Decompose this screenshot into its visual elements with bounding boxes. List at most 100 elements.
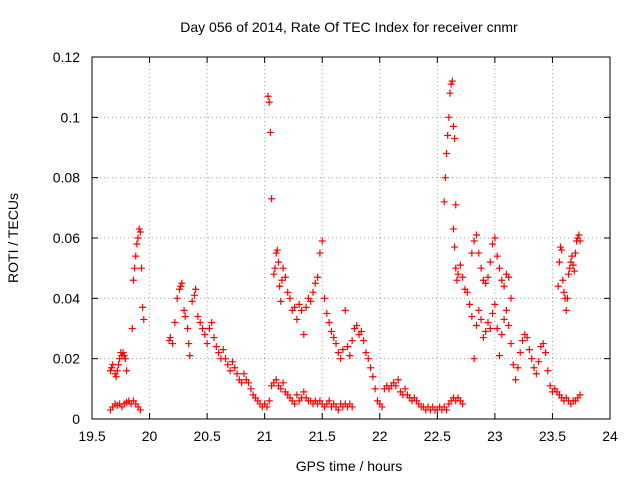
data-point-marker bbox=[348, 403, 356, 411]
data-point-marker bbox=[440, 198, 448, 206]
data-point-marker bbox=[114, 361, 122, 369]
data-point-marker bbox=[563, 294, 571, 302]
data-point-marker bbox=[470, 355, 478, 363]
data-point-marker bbox=[272, 249, 280, 257]
data-point-marker bbox=[309, 288, 317, 296]
data-point-marker bbox=[486, 325, 494, 332]
data-point-marker bbox=[441, 174, 449, 182]
data-point-marker bbox=[554, 282, 562, 290]
data-point-marker bbox=[576, 391, 584, 399]
data-point-marker bbox=[136, 228, 144, 236]
x-tick-label: 21.5 bbox=[309, 428, 336, 444]
data-point-marker bbox=[120, 352, 128, 360]
data-point-marker bbox=[357, 328, 365, 336]
data-point-marker bbox=[472, 321, 480, 329]
data-point-marker bbox=[530, 364, 538, 372]
data-point-marker bbox=[228, 358, 236, 366]
data-point-marker bbox=[219, 346, 227, 354]
x-tick-label: 23 bbox=[487, 428, 503, 444]
data-point-marker bbox=[562, 306, 570, 314]
data-point-marker bbox=[346, 352, 354, 360]
data-point-marker bbox=[181, 312, 189, 320]
data-point-marker bbox=[132, 252, 140, 260]
data-point-marker bbox=[519, 337, 527, 345]
data-point-marker bbox=[185, 340, 193, 348]
data-point-marker bbox=[265, 397, 273, 405]
data-point-marker bbox=[507, 340, 515, 348]
data-point-marker bbox=[348, 337, 356, 345]
data-point-marker bbox=[268, 195, 276, 203]
data-point-marker bbox=[119, 349, 127, 357]
data-point-marker bbox=[274, 258, 282, 266]
data-point-marker bbox=[344, 343, 352, 351]
data-point-marker bbox=[224, 361, 232, 369]
data-point-marker bbox=[364, 355, 372, 363]
data-point-marker bbox=[360, 337, 368, 345]
data-point-marker bbox=[270, 270, 278, 278]
data-point-marker bbox=[459, 273, 467, 281]
data-point-marker bbox=[291, 400, 299, 408]
x-tick-label: 23.5 bbox=[539, 428, 566, 444]
data-point-marker bbox=[190, 291, 198, 299]
data-point-marker bbox=[265, 98, 273, 106]
data-point-marker bbox=[112, 373, 120, 381]
data-point-marker bbox=[278, 276, 286, 284]
data-point-marker bbox=[175, 285, 183, 293]
data-point-marker bbox=[452, 264, 460, 272]
data-point-marker bbox=[277, 297, 285, 305]
data-point-marker bbox=[523, 334, 531, 342]
data-point-marker bbox=[559, 276, 567, 284]
data-point-marker bbox=[139, 303, 147, 311]
data-point-marker bbox=[466, 300, 474, 308]
data-point-marker bbox=[300, 388, 308, 396]
data-point-marker bbox=[539, 340, 547, 348]
data-point-marker bbox=[486, 258, 494, 266]
data-point-marker bbox=[528, 355, 536, 363]
data-point-marker bbox=[169, 340, 177, 348]
data-point-marker bbox=[226, 367, 234, 375]
data-point-marker bbox=[178, 279, 186, 287]
data-point-marker bbox=[199, 325, 207, 332]
data-markers bbox=[106, 77, 584, 414]
data-point-marker bbox=[445, 113, 453, 121]
y-tick-label: 0.08 bbox=[53, 170, 80, 186]
data-point-marker bbox=[491, 234, 499, 242]
x-tick-label: 24 bbox=[602, 428, 618, 444]
data-point-marker bbox=[210, 334, 218, 342]
data-point-marker bbox=[498, 276, 506, 284]
data-point-marker bbox=[205, 325, 213, 332]
data-point-marker bbox=[291, 303, 299, 311]
data-point-marker bbox=[277, 385, 285, 393]
data-point-marker bbox=[279, 264, 287, 272]
data-point-marker bbox=[392, 382, 400, 390]
data-point-marker bbox=[279, 379, 287, 387]
data-point-marker bbox=[378, 403, 386, 411]
data-point-marker bbox=[482, 328, 490, 336]
data-point-marker bbox=[546, 382, 554, 390]
data-point-marker bbox=[443, 150, 451, 158]
data-point-marker bbox=[477, 315, 485, 323]
data-point-marker bbox=[325, 397, 333, 405]
data-point-marker bbox=[165, 337, 173, 345]
data-point-marker bbox=[367, 364, 375, 372]
data-point-marker bbox=[137, 264, 145, 272]
data-point-marker bbox=[238, 379, 246, 387]
data-point-marker bbox=[576, 237, 584, 245]
data-point-marker bbox=[133, 240, 141, 248]
data-point-marker bbox=[266, 128, 274, 136]
data-point-marker bbox=[509, 361, 517, 369]
data-point-marker bbox=[569, 261, 577, 269]
data-point-marker bbox=[443, 406, 451, 414]
data-point-marker bbox=[568, 252, 576, 260]
data-point-marker bbox=[571, 249, 579, 257]
data-point-marker bbox=[472, 231, 480, 239]
data-point-marker bbox=[334, 406, 342, 414]
data-point-marker bbox=[446, 89, 454, 97]
data-point-marker bbox=[263, 403, 271, 411]
data-point-marker bbox=[318, 237, 326, 245]
data-point-marker bbox=[212, 343, 220, 351]
y-tick-labels: 0 0.02 0.04 0.06 0.08 0.1 0.12 bbox=[53, 49, 80, 427]
data-point-marker bbox=[106, 367, 114, 375]
data-point-marker bbox=[327, 328, 335, 336]
data-point-marker bbox=[500, 282, 508, 290]
